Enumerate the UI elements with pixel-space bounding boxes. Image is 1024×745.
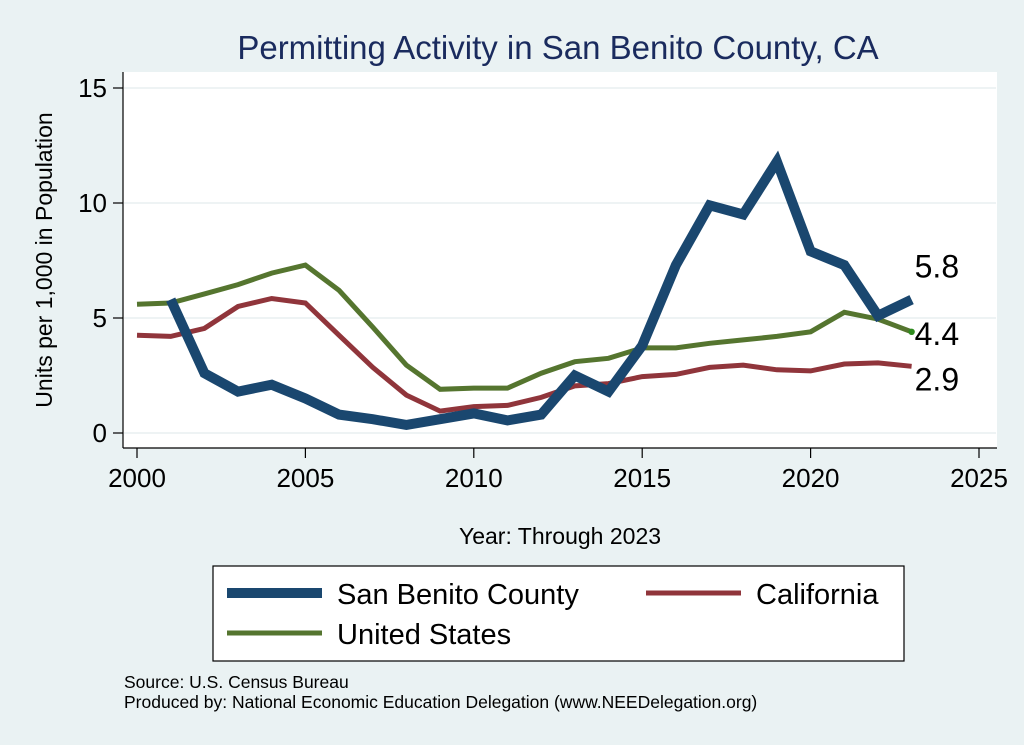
y-tick-label-1: 5 — [93, 303, 107, 333]
series-line-california — [136, 295, 912, 414]
x-tick-label-1: 2005 — [276, 463, 334, 493]
legend: San Benito County California United Stat… — [212, 565, 905, 662]
end-label-san-benito: 5.8 — [915, 249, 959, 285]
y-tick-label-2: 10 — [78, 188, 107, 218]
endpoint-marker-united-states — [908, 328, 915, 335]
y-axis-ticks: 0 5 10 15 — [78, 73, 123, 448]
chart-title: Permitting Activity in San Benito County… — [237, 29, 878, 66]
y-axis-title: Units per 1,000 in Population — [31, 112, 57, 407]
x-axis-title: Year: Through 2023 — [459, 523, 661, 549]
series-line-united-states — [136, 262, 913, 392]
x-tick-label-4: 2020 — [782, 463, 840, 493]
end-label-california: 2.9 — [915, 361, 959, 397]
x-tick-label-0: 2000 — [108, 463, 166, 493]
x-tick-label-3: 2015 — [613, 463, 671, 493]
legend-label-san-benito: San Benito County — [337, 579, 579, 611]
y-tick-label-3: 15 — [78, 73, 107, 103]
series-line-san-benito — [166, 150, 914, 430]
y-tick-label-0: 0 — [93, 418, 107, 448]
end-label-united-states: 4.4 — [915, 316, 959, 352]
end-labels: 5.8 2.9 4.4 — [915, 249, 959, 398]
legend-label-united-states: United States — [337, 619, 511, 651]
source-note: Source: U.S. Census Bureau — [124, 672, 349, 692]
legend-label-california: California — [756, 579, 879, 611]
gridlines — [124, 87, 996, 434]
x-tick-label-2: 2010 — [445, 463, 503, 493]
legend-box — [212, 565, 905, 662]
x-tick-label-5: 2025 — [950, 463, 1008, 493]
producer-note: Produced by: National Economic Education… — [124, 692, 757, 712]
series-lines — [136, 150, 915, 430]
x-axis-ticks: 2000 2005 2010 2015 2020 2025 — [108, 448, 1008, 493]
